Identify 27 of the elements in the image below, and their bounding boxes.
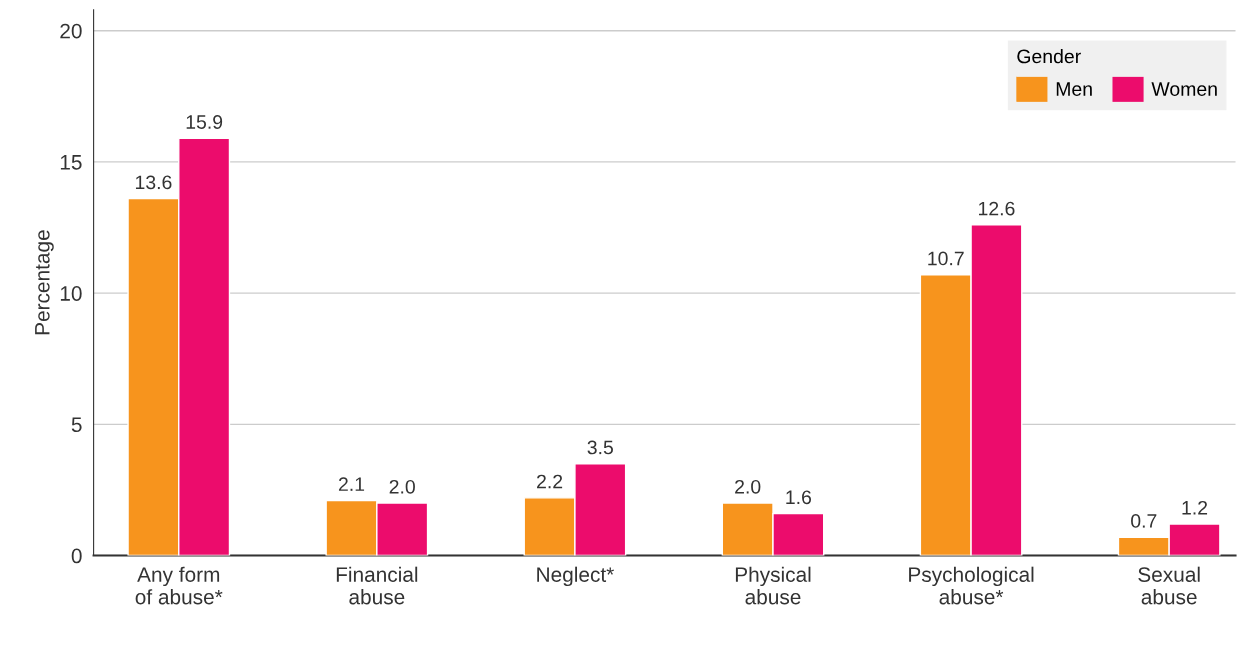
legend-label: Men	[1056, 82, 1092, 96]
x-tick-label: Sexual abuse	[1138, 566, 1200, 605]
data-label: 2.1	[338, 477, 365, 491]
y-tick-label: 15	[60, 155, 82, 170]
data-label: 2.2	[537, 474, 563, 489]
data-label: 2.0	[735, 479, 761, 494]
data-label: 12.6	[979, 201, 1015, 216]
x-tick-label: Any form of abuse*	[135, 566, 223, 605]
data-label: 1.6	[786, 490, 812, 505]
x-tick-label: Physical abuse	[735, 566, 811, 605]
x-tick-label: Psychological abuse*	[909, 566, 1034, 605]
y-tick-label: 10	[60, 286, 82, 301]
data-label: 3.5	[587, 440, 613, 455]
x-tick-label: Neglect*	[537, 566, 614, 587]
legend-title: Gender	[1017, 49, 1081, 64]
data-label: 15.9	[186, 115, 223, 129]
data-label: 1.2	[1182, 500, 1208, 515]
data-label: 2.0	[389, 479, 415, 494]
y-tick-label: 5	[71, 417, 82, 433]
data-label: 10.7	[928, 251, 964, 266]
y-axis-title: Percentage	[35, 230, 54, 335]
data-label: 0.7	[1131, 514, 1157, 528]
data-label: 13.6	[135, 175, 172, 190]
y-tick-label: 0	[71, 548, 82, 564]
x-tick-label: Financial abuse	[336, 566, 418, 605]
legend-label: Women	[1151, 82, 1217, 96]
y-tick-label: 20	[60, 23, 82, 39]
